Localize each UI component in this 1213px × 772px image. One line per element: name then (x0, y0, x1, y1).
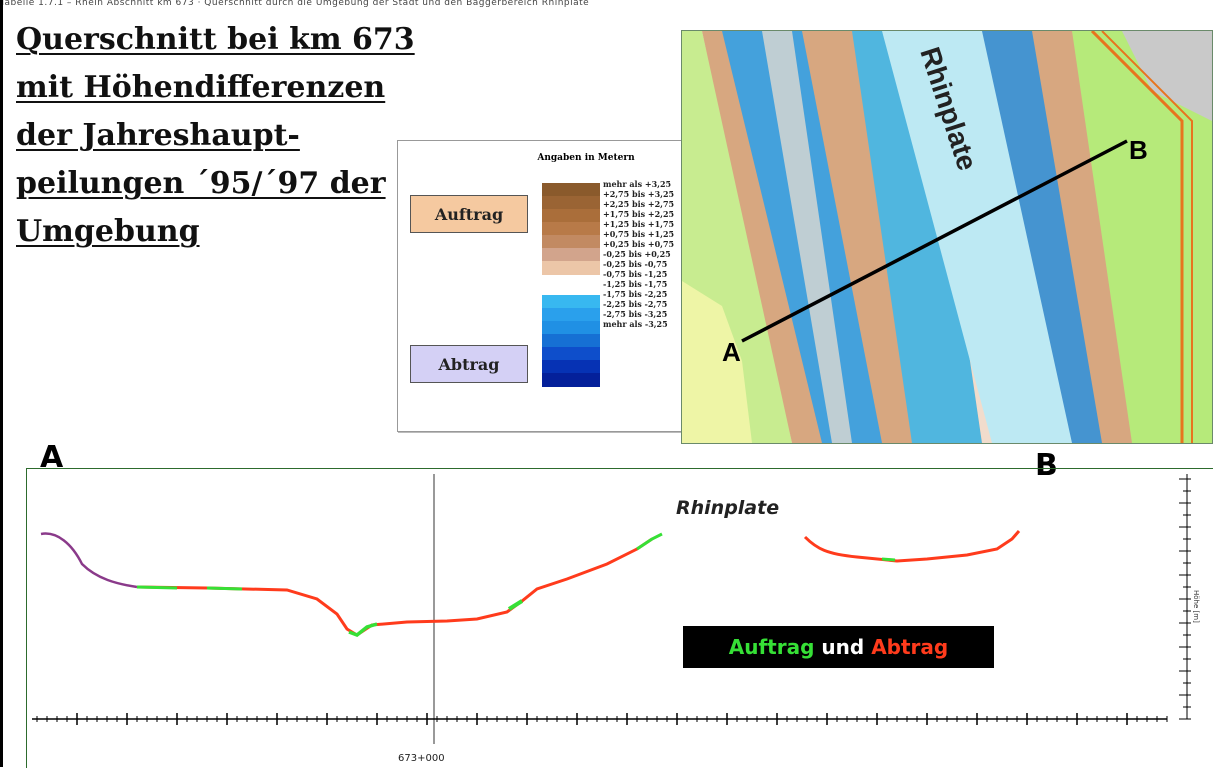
map-section-line (741, 139, 1128, 343)
legend-swatch (542, 373, 600, 387)
profile-gain-seg-5 (636, 532, 663, 551)
legend-label: -0,75 bis -1,25 (603, 269, 668, 279)
legend-label: +2,25 bis +2,75 (603, 199, 675, 209)
legend-label: -2,75 bis -3,25 (603, 309, 668, 319)
legend-swatch (542, 235, 600, 249)
legend-swatch (542, 183, 600, 197)
map-point-b: B (1129, 135, 1148, 165)
legend-swatch (542, 347, 600, 361)
legend-label: -0,25 bis +0,25 (603, 249, 671, 259)
legend-swatch (542, 282, 600, 290)
profile-caption: Auftrag und Abtrag (683, 626, 994, 668)
profile-point-a: A (40, 440, 64, 475)
legend-title: Angaben in Metern (537, 153, 635, 163)
map-rhinplate-channel (882, 31, 1072, 443)
legend-swatch (542, 295, 600, 309)
profile-gain-seg-1 (136, 585, 178, 590)
legend-swatch (542, 222, 600, 236)
legend-swatch (542, 308, 600, 322)
profile-left-bank-line (40, 532, 138, 589)
legend-labels: mehr als +3,25 +2,75 bis +3,25 +2,25 bis +… (603, 179, 703, 329)
legend-swatch (542, 248, 600, 262)
title-line-5: Umgebung (16, 214, 200, 249)
map-building (1122, 31, 1212, 121)
top-strip: Tabelle 1.7.1 – Rhein Abschnitt km 673 ·… (0, 0, 1213, 8)
legend-loss-box: Abtrag (410, 345, 528, 383)
legend-label: +1,25 bis +1,75 (603, 219, 675, 229)
map-left-beach (682, 281, 752, 443)
profile-gain-seg-4 (507, 599, 524, 611)
legend-label: -2,25 bis -2,75 (603, 299, 668, 309)
title-line-4: peilungen ´95/´97 der (16, 166, 386, 201)
legend-gain-box: Auftrag (410, 195, 528, 233)
legend-label: +0,25 bis +0,75 (603, 239, 675, 249)
map-point-a: A (722, 337, 741, 367)
profile-gain-seg-2 (206, 586, 243, 591)
legend-label: +2,75 bis +3,25 (603, 189, 675, 199)
legend-label: -1,75 bis -2,25 (603, 289, 668, 299)
map-sandbar-1 (762, 31, 852, 443)
cross-section-svg (32, 474, 1191, 744)
caption-and: und (821, 635, 865, 659)
legend-swatch (542, 360, 600, 374)
profile-rhinplate-line (803, 530, 1021, 563)
profile-river-label: Rhinplate (676, 497, 780, 519)
legend-swatch (542, 334, 600, 348)
map-panel: A B Rhinplate (681, 30, 1213, 444)
page-title: Querschnitt bei km 673 mit Höhendifferen… (16, 16, 416, 256)
top-strip-text: Tabelle 1.7.1 – Rhein Abschnitt km 673 ·… (0, 0, 590, 8)
title-line-1: Querschnitt bei km 673 (16, 22, 415, 57)
x-axis-ticks (36, 713, 1168, 725)
cross-section-panel (26, 468, 1213, 768)
y-unit-label: Höhe [m] (1192, 590, 1200, 623)
legend-swatch (542, 209, 600, 223)
profile-gain-seg-3 (348, 622, 378, 637)
profile-point-b: B (1035, 448, 1058, 483)
legend-swatch (542, 261, 600, 275)
legend-swatch (542, 196, 600, 210)
caption-gain: Auftrag (728, 635, 815, 659)
profile-gain-seg-6 (881, 557, 896, 562)
map-channel-2 (852, 31, 982, 443)
legend-label: -0,25 bis -0,75 (603, 259, 668, 269)
profile-main-line (136, 537, 653, 637)
legend-label: +0,75 bis +1,25 (603, 229, 675, 239)
legend-panel: Angaben in Metern Auftrag Abtrag mehr al… (397, 140, 705, 432)
title-line-3: der Jahreshaupt- (16, 118, 300, 153)
legend-label: +1,75 bis +2,25 (603, 209, 675, 219)
legend-label: mehr als +3,25 (603, 179, 672, 189)
title-line-2: mit Höhendifferenzen (16, 70, 386, 105)
legend-label: mehr als -3,25 (603, 319, 668, 329)
legend-label: -1,25 bis -1,75 (603, 279, 668, 289)
map-svg: A B Rhinplate (682, 31, 1212, 443)
map-road-1 (1090, 31, 1184, 443)
legend-swatch (542, 321, 600, 335)
map-road-2 (1101, 31, 1193, 443)
frame-left-border (0, 0, 3, 767)
km-label: 673+000 (398, 753, 445, 764)
y-axis-ticks (1179, 478, 1191, 720)
caption-loss: Abtrag (871, 635, 949, 659)
